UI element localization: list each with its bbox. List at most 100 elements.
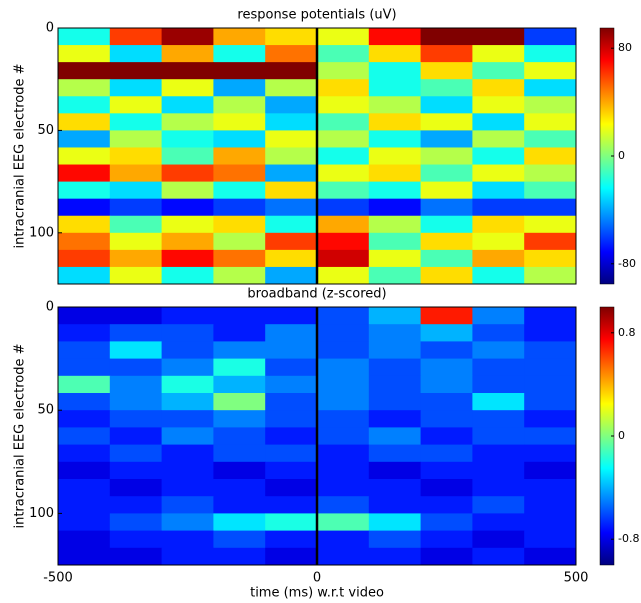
heatmap-cell — [213, 164, 266, 183]
heatmap-cell — [109, 341, 163, 360]
heatmap-cell — [161, 215, 214, 234]
heatmap-cell — [472, 547, 525, 566]
heatmap-cell — [265, 28, 318, 46]
heatmap-cell — [161, 307, 214, 325]
heatmap-cell — [317, 232, 370, 251]
heatmap-cell — [317, 358, 370, 377]
heatmap-cell — [58, 113, 111, 131]
heatmap-cell — [420, 358, 473, 377]
heatmap-cell — [472, 461, 525, 480]
heatmap-cell — [524, 513, 577, 532]
heatmap-cell — [420, 266, 473, 285]
heatmap-cell — [58, 62, 111, 80]
heatmap-cell — [213, 530, 266, 549]
heatmap-cell — [161, 427, 214, 446]
heatmap-cell — [213, 96, 266, 114]
heatmap-cell — [368, 341, 422, 360]
heatmap-cell — [472, 62, 525, 80]
heatmap-cell — [472, 198, 525, 217]
heatmap-cell — [161, 45, 214, 63]
heatmap-cell — [472, 232, 525, 251]
heatmap-cell — [472, 358, 525, 377]
heatmap-cell — [368, 198, 422, 217]
heatmap-cell — [368, 28, 422, 46]
heatmap-cell — [109, 181, 163, 200]
heatmap-cell — [368, 461, 422, 480]
heatmap-cell — [265, 113, 318, 131]
heatmap-cell — [109, 530, 163, 549]
heatmap-cell — [317, 307, 370, 325]
heatmap-cell — [420, 393, 473, 411]
heatmap-cell — [265, 496, 318, 514]
heatmap-cell — [472, 164, 525, 183]
heatmap-cell — [58, 375, 111, 394]
heatmap-cell — [58, 358, 111, 377]
heatmap-cell — [109, 513, 163, 532]
heatmap-cell — [58, 181, 111, 200]
heatmap-cell — [161, 79, 214, 97]
heatmap-cell — [265, 215, 318, 234]
heatmap-cell — [524, 28, 577, 46]
heatmap-cell — [58, 249, 111, 268]
heatmap-cell — [58, 324, 111, 342]
heatmap-cell — [161, 113, 214, 131]
heatmap-cell — [161, 266, 214, 285]
heatmap-cell — [58, 130, 111, 148]
heatmap-cell — [420, 427, 473, 446]
heatmap-cell — [524, 62, 577, 80]
heatmap-cell — [161, 164, 214, 183]
heatmap-cell — [420, 79, 473, 97]
heatmap-cell — [161, 28, 214, 46]
heatmap-cell — [524, 181, 577, 200]
heatmap-cell — [213, 215, 266, 234]
heatmap-cell — [368, 249, 422, 268]
heatmap-cell — [265, 62, 318, 80]
heatmap-cell — [58, 410, 111, 428]
heatmap-cell — [317, 410, 370, 428]
panel-title: response potentials (uV) — [237, 8, 396, 23]
heatmap-cell — [317, 266, 370, 285]
heatmap-cell — [472, 375, 525, 394]
heatmap-cell — [213, 444, 266, 463]
heatmap-cell — [109, 375, 163, 394]
heatmap-cell — [317, 427, 370, 446]
heatmap-cell — [472, 130, 525, 148]
heatmap-cell — [472, 79, 525, 97]
x-tick-label: 500 — [564, 571, 589, 586]
heatmap-cell — [368, 410, 422, 428]
y-tick-label: 50 — [37, 123, 54, 138]
heatmap-cell — [58, 147, 111, 166]
heatmap-cell — [161, 479, 214, 497]
heatmap-cell — [265, 266, 318, 285]
heatmap-cell — [524, 358, 577, 377]
heatmap-cell — [213, 427, 266, 446]
heatmap-cell — [265, 393, 318, 411]
heatmap-cell — [524, 113, 577, 131]
heatmap-cell — [109, 113, 163, 131]
heatmap-cell — [161, 375, 214, 394]
heatmap-cell — [213, 358, 266, 377]
heatmap-cell — [265, 410, 318, 428]
y-tick-label: 100 — [29, 225, 54, 240]
heatmap-cell — [317, 96, 370, 114]
heatmap-cell — [472, 181, 525, 200]
colorbar-tick-label: 0 — [618, 429, 625, 442]
heatmap-cell — [58, 266, 111, 285]
heatmap-cell — [213, 130, 266, 148]
heatmap-cell — [420, 547, 473, 566]
heatmap-cell — [420, 45, 473, 63]
heatmap-cell — [472, 307, 525, 325]
heatmap-cell — [472, 215, 525, 234]
heatmap-cell — [265, 198, 318, 217]
heatmap-cell — [161, 547, 214, 566]
heatmap-cell — [161, 232, 214, 251]
heatmap-cell — [472, 427, 525, 446]
heatmap-cell — [58, 547, 111, 566]
heatmap-cell — [420, 198, 473, 217]
panel-title: broadband (z-scored) — [247, 287, 386, 302]
heatmap-cell — [317, 393, 370, 411]
colorbar-tick-label: -80 — [618, 257, 636, 270]
heatmap-cell — [524, 215, 577, 234]
heatmap-cell — [317, 479, 370, 497]
heatmap-cell — [524, 444, 577, 463]
